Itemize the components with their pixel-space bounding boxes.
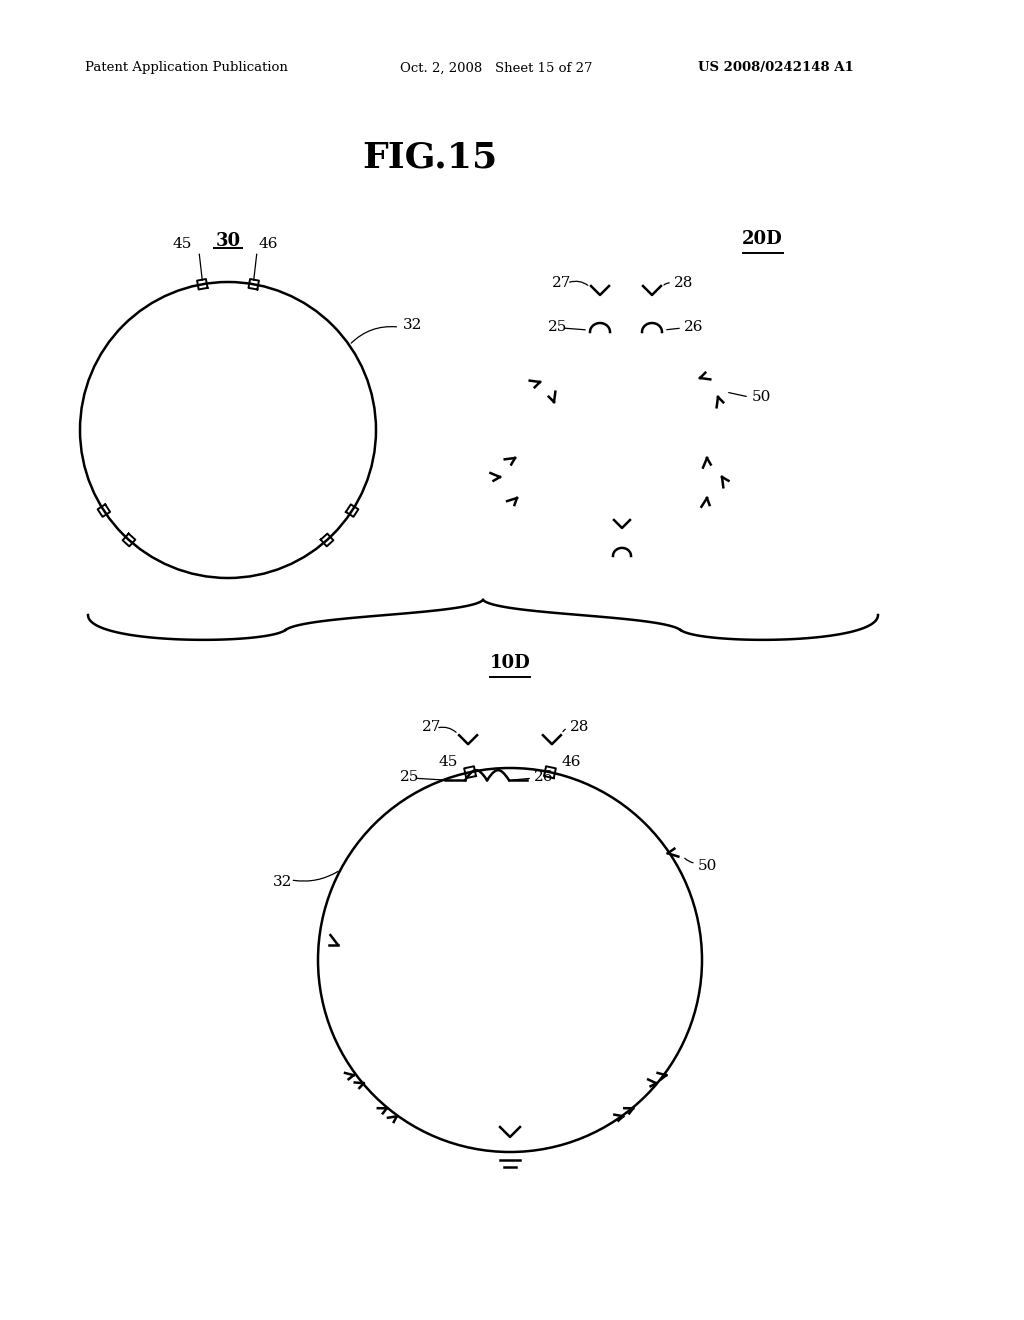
Text: 10D: 10D: [489, 653, 530, 672]
Text: 45: 45: [172, 238, 191, 251]
Text: 27: 27: [552, 276, 571, 290]
Text: 45: 45: [438, 755, 458, 770]
Text: 50: 50: [752, 389, 771, 404]
Text: 30: 30: [215, 232, 241, 249]
Text: 32: 32: [272, 875, 292, 888]
Text: 27: 27: [422, 721, 441, 734]
Text: 50: 50: [697, 859, 717, 874]
Text: 26: 26: [535, 770, 554, 784]
Text: 28: 28: [570, 721, 589, 734]
Text: 25: 25: [548, 319, 567, 334]
Text: 46: 46: [259, 238, 279, 251]
Text: FIG.15: FIG.15: [362, 141, 498, 176]
Text: US 2008/0242148 A1: US 2008/0242148 A1: [698, 62, 854, 74]
Text: Oct. 2, 2008   Sheet 15 of 27: Oct. 2, 2008 Sheet 15 of 27: [400, 62, 593, 74]
Text: 32: 32: [403, 318, 423, 333]
Text: 46: 46: [562, 755, 582, 770]
Text: 25: 25: [400, 770, 420, 784]
Text: 26: 26: [684, 319, 703, 334]
Text: Patent Application Publication: Patent Application Publication: [85, 62, 288, 74]
Text: 28: 28: [674, 276, 693, 290]
Text: 20D: 20D: [741, 230, 782, 248]
